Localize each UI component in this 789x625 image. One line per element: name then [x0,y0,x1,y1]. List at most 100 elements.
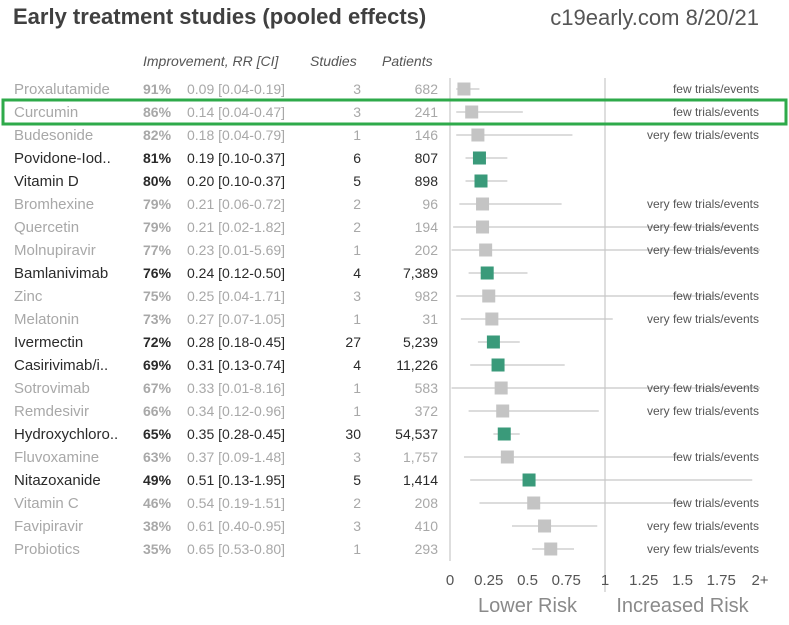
row-name-fluvoxamine: Fluvoxamine [14,449,99,466]
row-rr-ci: 0.65 [0.53-0.80] [187,541,285,557]
row-name-casirivimab-i: Casirivimab/i.. [14,357,108,374]
rr-marker [496,404,510,418]
row-rr-ci: 0.25 [0.04-1.71] [187,288,285,304]
row-name-hydroxychloro: Hydroxychloro.. [14,426,118,443]
row-patients: 54,537 [395,426,438,442]
row-studies: 4 [353,265,361,281]
row-rr-ci: 0.21 [0.02-1.82] [187,219,285,235]
row-patients: 898 [415,173,439,189]
row-studies: 3 [353,81,361,97]
row-note: very few trials/events [647,197,759,211]
axis-tick-label: 1 [601,572,609,589]
row-note: very few trials/events [647,312,759,326]
row-name-melatonin: Melatonin [14,311,79,328]
row-name-probiotics: Probiotics [14,541,80,558]
row-rr-ci: 0.24 [0.12-0.50] [187,265,285,281]
row-studies: 3 [353,288,361,304]
rr-marker [491,358,505,372]
row-improvement: 86% [143,104,172,120]
row-patients: 11,226 [396,357,438,373]
row-improvement: 67% [143,380,172,396]
axis-tick-label: 1.25 [629,572,658,589]
column-header-patients: Patients [382,53,433,69]
row-name-zinc: Zinc [14,288,43,305]
rr-marker [544,542,558,556]
row-rr-ci: 0.19 [0.10-0.37] [187,150,285,166]
rr-marker [457,82,471,96]
row-studies: 30 [345,426,361,442]
row-note: very few trials/events [647,519,759,533]
row-name-povidone-iod: Povidone-Iod.. [14,150,111,167]
row-note: very few trials/events [647,381,759,395]
rr-marker [471,128,485,142]
row-improvement: 77% [143,242,172,258]
row-studies: 1 [353,403,361,419]
column-header-improvement: Improvement, RR [CI] [143,53,279,69]
row-name-ivermectin: Ivermectin [14,334,83,351]
row-rr-ci: 0.51 [0.13-1.95] [187,472,285,488]
row-name-vitamin-c: Vitamin C [14,495,79,512]
row-improvement: 49% [143,472,172,488]
row-improvement: 79% [143,219,172,235]
rr-marker [527,496,541,510]
row-rr-ci: 0.09 [0.04-0.19] [187,81,285,97]
row-rr-ci: 0.27 [0.07-1.05] [187,311,285,327]
row-note: very few trials/events [647,542,759,556]
row-name-bromhexine: Bromhexine [14,196,94,213]
row-studies: 4 [353,357,361,373]
row-name-bamlanivimab: Bamlanivimab [14,265,108,282]
row-note: few trials/events [673,105,759,119]
rr-marker [497,427,511,441]
row-studies: 3 [353,104,361,120]
row-note: few trials/events [673,289,759,303]
row-studies: 2 [353,196,361,212]
row-improvement: 65% [143,426,172,442]
row-rr-ci: 0.35 [0.28-0.45] [187,426,285,442]
row-studies: 1 [353,127,361,143]
row-patients: 583 [415,380,439,396]
row-patients: 372 [415,403,439,419]
rr-marker [482,289,496,303]
row-rr-ci: 0.23 [0.01-5.69] [187,242,285,258]
row-patients: 293 [415,541,439,557]
row-rr-ci: 0.20 [0.10-0.37] [187,173,285,189]
row-studies: 3 [353,518,361,534]
row-improvement: 73% [143,311,172,327]
row-patients: 1,414 [403,472,438,488]
row-patients: 194 [415,219,439,235]
row-studies: 3 [353,449,361,465]
row-studies: 2 [353,495,361,511]
row-patients: 1,757 [403,449,438,465]
row-rr-ci: 0.37 [0.09-1.48] [187,449,285,465]
row-improvement: 80% [143,173,172,189]
row-name-quercetin: Quercetin [14,219,79,236]
rr-marker [500,450,514,464]
chart-title: Early treatment studies (pooled effects) [13,4,427,29]
rr-marker [538,519,552,533]
increased-risk-label: Increased Risk [616,595,749,617]
row-note: very few trials/events [647,128,759,142]
axis-tick-label: 0.75 [552,572,581,589]
rr-marker [485,312,499,326]
row-patients: 96 [422,196,438,212]
row-rr-ci: 0.28 [0.18-0.45] [187,334,285,350]
row-note: very few trials/events [647,404,759,418]
row-studies: 1 [353,380,361,396]
row-studies: 1 [353,541,361,557]
row-patients: 682 [415,81,439,97]
row-note: few trials/events [673,496,759,510]
row-improvement: 63% [143,449,172,465]
row-studies: 1 [353,311,361,327]
row-patients: 202 [415,242,439,258]
row-name-favipiravir: Favipiravir [14,518,83,535]
rr-marker [465,105,479,119]
rr-marker [480,266,494,280]
row-patients: 146 [415,127,439,143]
row-improvement: 66% [143,403,172,419]
row-improvement: 46% [143,495,172,511]
row-improvement: 35% [143,541,172,557]
row-studies: 5 [353,472,361,488]
row-patients: 31 [422,311,438,327]
row-studies: 6 [353,150,361,166]
